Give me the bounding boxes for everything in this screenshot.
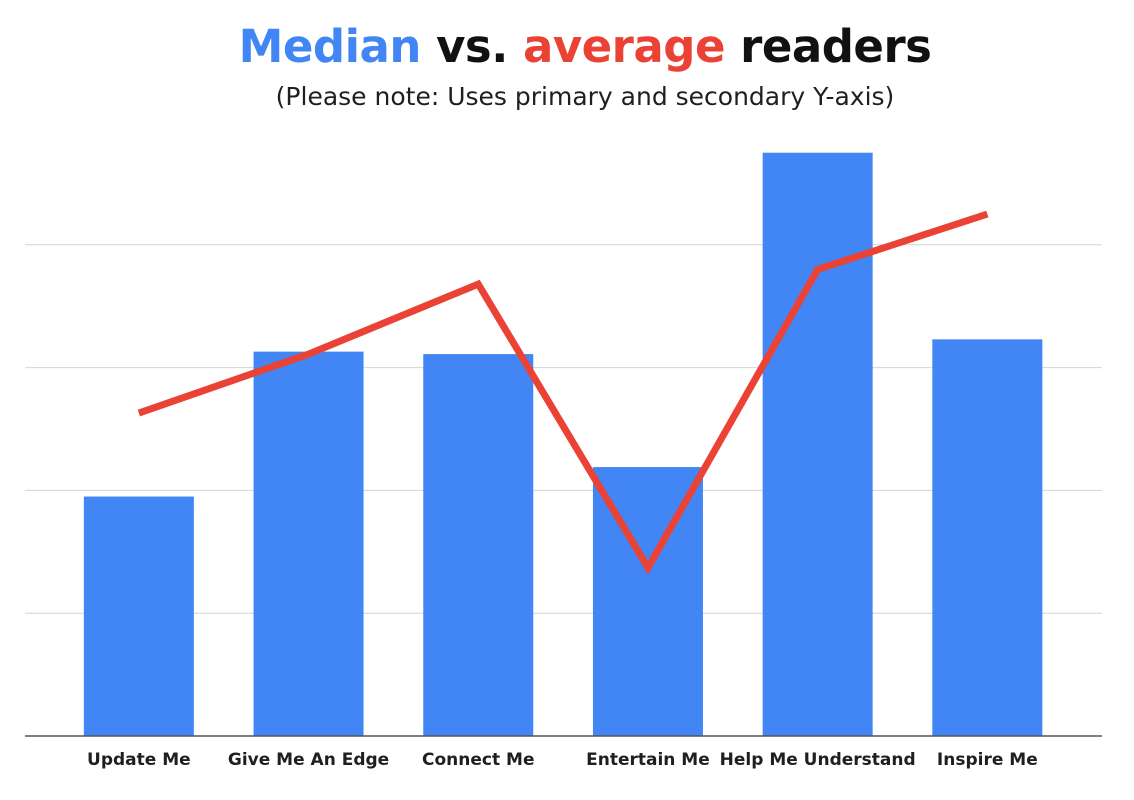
median-bar — [423, 354, 534, 736]
x-tick-labels: Update Me Give Me An Edge Connect Me Entert… — [87, 750, 1038, 770]
average-line — [137, 210, 989, 575]
x-tick-label: Help Me Understand — [720, 750, 916, 770]
x-tick-label: Update Me — [87, 750, 191, 770]
median-bar — [83, 496, 194, 736]
x-tick-label: Entertain Me — [586, 750, 710, 770]
median-bars — [83, 152, 1043, 736]
median-bar — [932, 339, 1043, 736]
chart-subtitle: (Please note: Uses primary and secondary… — [275, 82, 895, 111]
x-tick-label: Connect Me — [422, 750, 534, 770]
chart-title: Median vs. average readers — [0, 14, 1134, 80]
x-tick-label: Give Me An Edge — [228, 750, 389, 770]
grid-lines — [25, 244, 1102, 614]
title-vs: vs. — [420, 20, 523, 73]
title-readers: readers — [724, 20, 932, 73]
median-bar — [762, 152, 873, 736]
median-bar — [253, 351, 364, 736]
average-line-series — [137, 210, 989, 575]
title-average: average — [522, 20, 726, 73]
title-median: Median — [238, 20, 422, 73]
x-tick-label: Inspire Me — [937, 750, 1038, 770]
